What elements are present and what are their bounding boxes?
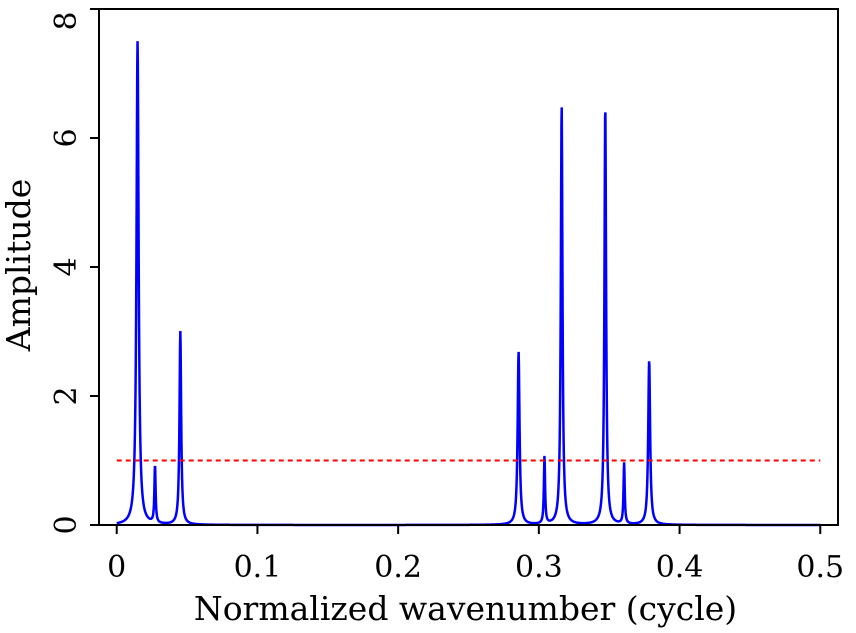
x-tick-label: 0.3 [515,550,563,585]
x-tick-label: 0 [107,550,126,585]
x-axis-label: Normalized wavenumber (cycle) [194,589,737,628]
y-axis-label: Amplitude [0,179,38,353]
y-axis-ticks: 0 2 4 6 8 [49,8,99,535]
y-tick-label: 6 [49,128,84,147]
y-tick-label: 2 [49,386,84,405]
y-tick-label: 0 [49,515,84,534]
x-axis-ticks: 0 0.1 0.2 0.3 0.4 0.5 [107,525,844,585]
y-tick-label: 4 [49,257,84,276]
y-tick-label: 8 [49,11,84,30]
x-tick-label: 0.2 [374,550,422,585]
x-tick-label: 0.4 [656,550,704,585]
x-tick-label: 0.5 [796,550,844,585]
x-tick-label: 0.1 [234,550,282,585]
